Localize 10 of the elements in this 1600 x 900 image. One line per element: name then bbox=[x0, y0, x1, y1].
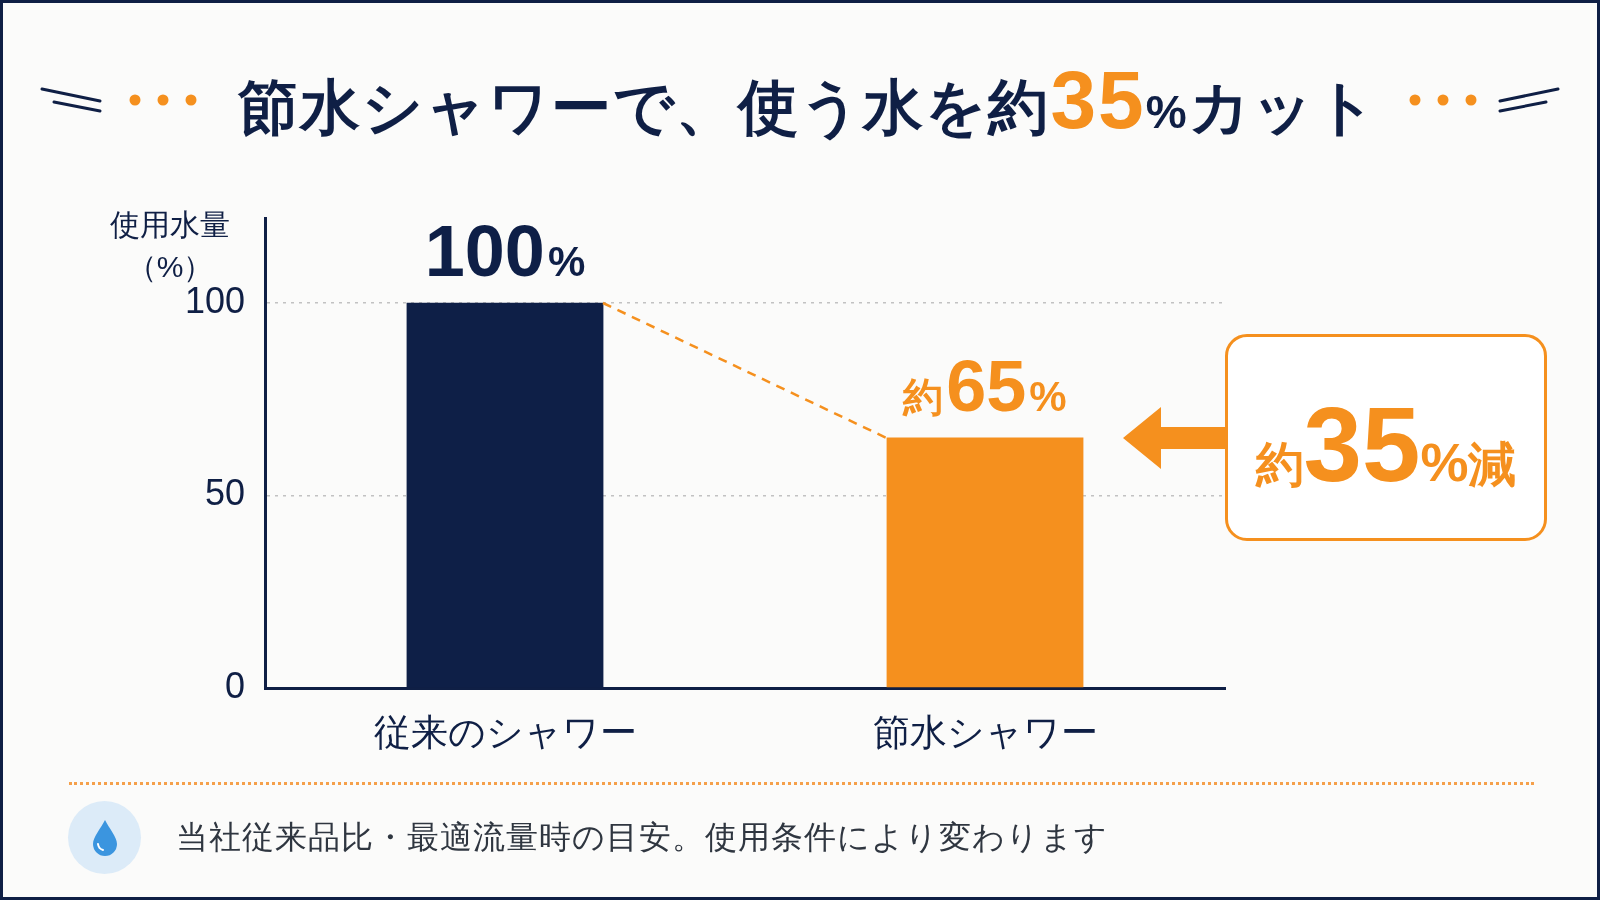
annotation: 約35%減 bbox=[1255, 386, 1517, 504]
y-tick-label: 0 bbox=[224, 664, 245, 706]
data-label: 約65% bbox=[902, 345, 1067, 426]
callout-box: 約35%減 bbox=[1225, 334, 1547, 542]
x-tick-label: 節水シャワー bbox=[872, 712, 1098, 754]
y-tick-label: 50 bbox=[204, 472, 245, 514]
chart-title: 節水シャワーで、使う水を約35%カット bbox=[238, 54, 1378, 145]
text: 当社従来品比・最適流量時の目安。使用条件により変わります bbox=[176, 817, 1108, 857]
data-label: 100% bbox=[424, 210, 586, 291]
x-tick-label: 従来のシャワー bbox=[373, 712, 637, 754]
